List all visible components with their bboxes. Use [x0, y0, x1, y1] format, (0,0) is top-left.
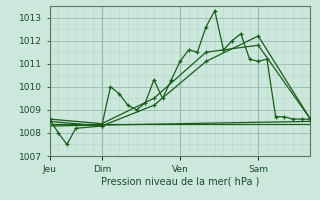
X-axis label: Pression niveau de la mer( hPa ): Pression niveau de la mer( hPa ) — [101, 177, 259, 187]
